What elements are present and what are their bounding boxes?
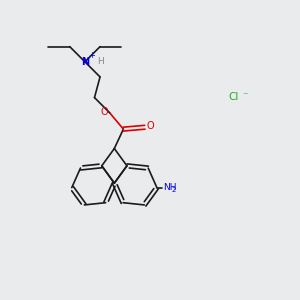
- Text: O: O: [147, 121, 154, 131]
- Text: +: +: [88, 51, 95, 60]
- Text: ⁻: ⁻: [242, 92, 248, 101]
- Text: O: O: [100, 107, 108, 117]
- Text: NH: NH: [164, 183, 177, 192]
- Text: 2: 2: [172, 187, 176, 193]
- Text: H: H: [98, 57, 104, 66]
- Text: Cl: Cl: [228, 92, 238, 101]
- Text: N: N: [81, 57, 89, 67]
